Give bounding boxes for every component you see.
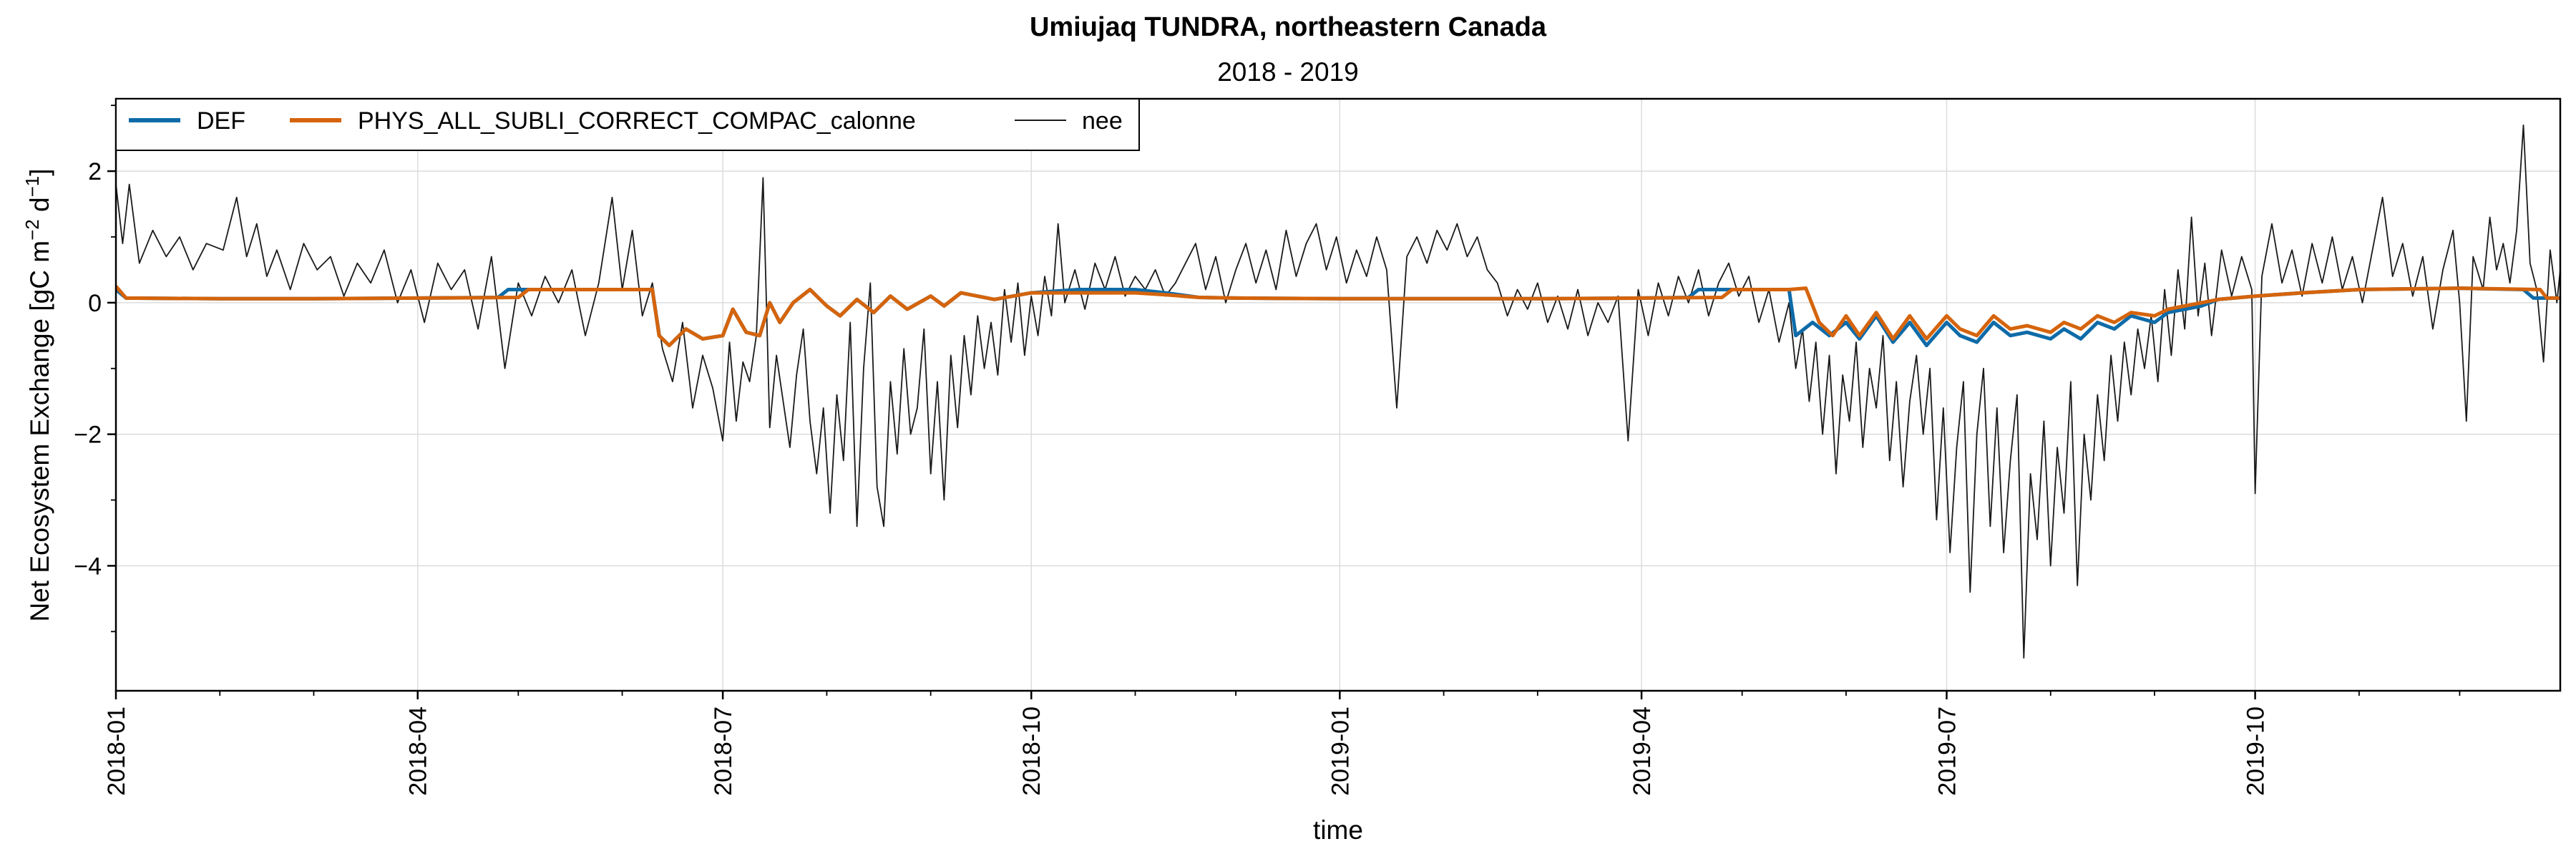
legend-label-def: DEF: [197, 107, 245, 135]
y-axis-label-end: ]: [25, 168, 54, 175]
axis-ticks: 2 0 −2 −4 2018-01 2018-04 2018-07 2018-10 2019-0…: [74, 105, 2461, 796]
y-axis-label-sup1: −2: [21, 219, 43, 241]
y-tick-label: 0: [88, 290, 102, 317]
x-tick-label: 2019-04: [1629, 707, 1656, 796]
x-axis-label: time: [1313, 815, 1363, 845]
x-tick-label: 2018-04: [405, 707, 432, 796]
y-axis-label-sup2: −1: [21, 176, 43, 198]
y-tick-label: −2: [74, 422, 102, 449]
x-tick-label: 2018-10: [1018, 707, 1045, 796]
series-line-nee: [116, 124, 2560, 659]
legend-label-phys: PHYS_ALL_SUBLI_CORRECT_COMPAC_calonne: [358, 107, 916, 135]
y-axis-label-main: Net Ecosystem Exchange [gC m: [25, 241, 54, 622]
x-tick-label: 2019-10: [2243, 707, 2270, 796]
chart-subtitle: 2018 - 2019: [1217, 57, 1359, 87]
legend: DEF PHYS_ALL_SUBLI_CORRECT_COMPAC_calonn…: [115, 98, 1140, 151]
x-tick-label: 2018-01: [103, 707, 130, 796]
x-tick-label: 2019-07: [1933, 707, 1961, 796]
chart-title: Umiujaq TUNDRA, northeastern Canada: [1030, 12, 1547, 42]
y-axis-label: Net Ecosystem Exchange [gC m−2 d−1]: [21, 168, 54, 621]
x-tick-label: 2018-07: [710, 707, 737, 796]
y-tick-label: −4: [74, 553, 102, 580]
series-layer: [116, 124, 2560, 659]
legend-label-nee: nee: [1082, 107, 1123, 135]
plot-frame: [114, 97, 2562, 692]
series-line-phys: [116, 285, 2560, 348]
x-tick-label: 2019-01: [1327, 707, 1354, 796]
y-tick-label: 2: [88, 158, 102, 185]
y-axis-label-mid: d: [25, 197, 54, 219]
gridlines: [115, 99, 2560, 691]
legend-box: [115, 98, 1140, 151]
